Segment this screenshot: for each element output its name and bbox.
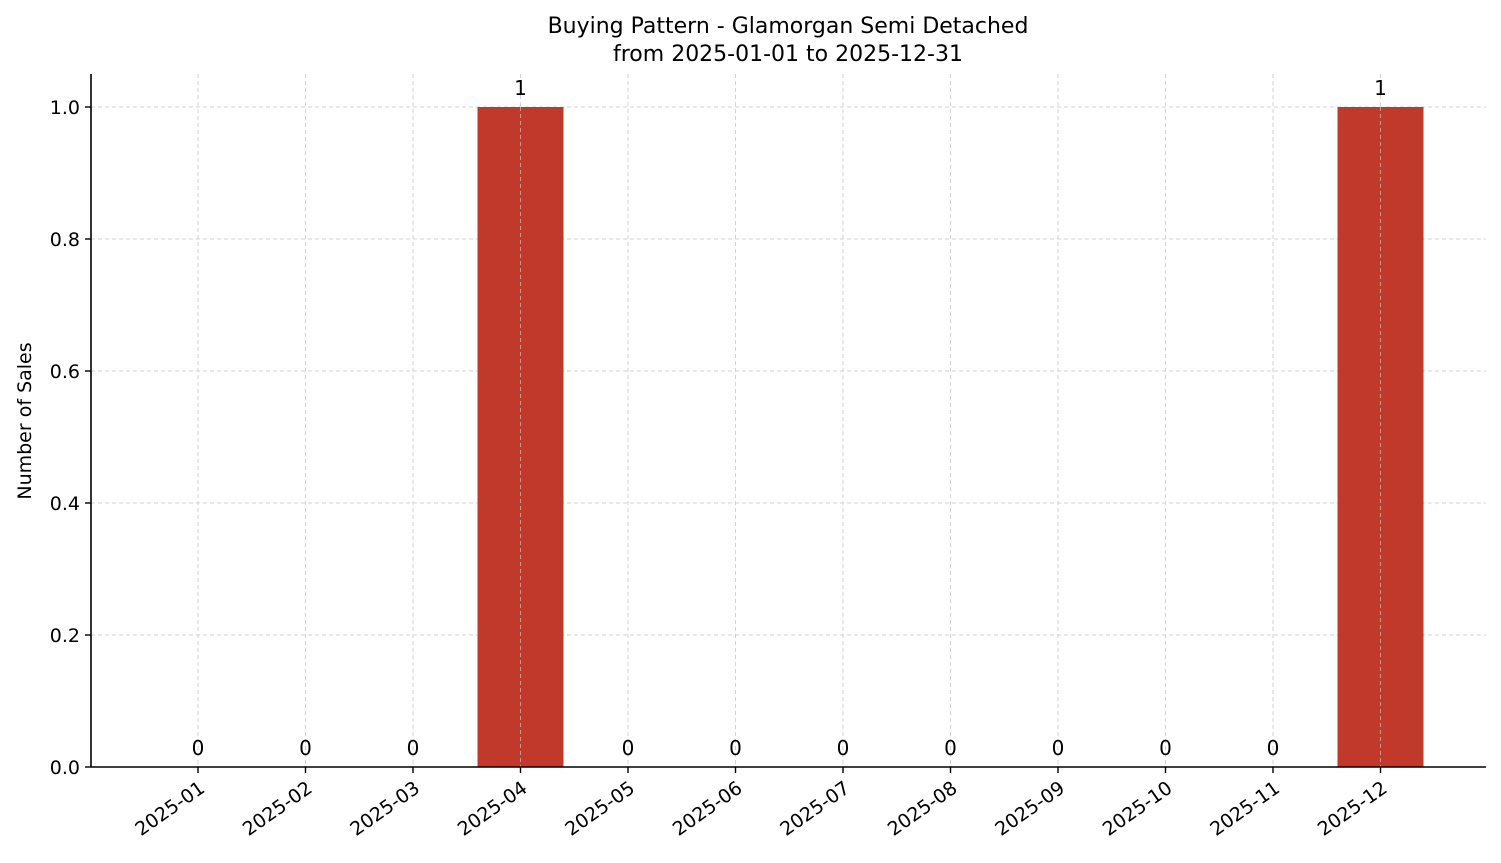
data-label: 1 — [1374, 76, 1387, 100]
data-label: 1 — [514, 76, 527, 100]
axes: 0.0 0.2 0.4 0.6 0.8 1.0 2025-01 2025-02 2025-03 2… — [50, 74, 1486, 841]
data-label: 0 — [622, 736, 635, 760]
data-labels: 0 0 0 1 0 0 0 0 0 0 0 1 — [192, 76, 1387, 760]
data-label: 0 — [837, 736, 850, 760]
chart-subtitle: from 2025-01-01 to 2025-12-31 — [613, 42, 963, 67]
data-label: 0 — [1052, 736, 1065, 760]
x-tick-label: 2025-05 — [561, 777, 639, 841]
chart-title: Buying Pattern - Glamorgan Semi Detached — [548, 14, 1029, 39]
x-tick-label: 2025-12 — [1314, 777, 1392, 841]
y-tick-label: 1.0 — [50, 97, 80, 119]
data-label: 0 — [1159, 736, 1172, 760]
x-tick-label: 2025-04 — [454, 777, 532, 841]
data-label: 0 — [1267, 736, 1280, 760]
data-label: 0 — [944, 736, 957, 760]
y-tick-label: 0.2 — [50, 625, 80, 647]
x-tick-label: 2025-06 — [669, 777, 747, 841]
bars — [477, 107, 1424, 767]
y-axis-label: Number of Sales — [14, 342, 36, 499]
y-tick-label: 0.0 — [50, 757, 80, 779]
data-label: 0 — [407, 736, 420, 760]
x-tick-label: 2025-03 — [346, 777, 424, 841]
y-tick-label: 0.8 — [50, 229, 80, 251]
x-tick-label: 2025-08 — [884, 777, 962, 841]
x-tick-label: 2025-07 — [776, 777, 854, 841]
data-label: 0 — [299, 736, 312, 760]
x-tick-label: 2025-02 — [239, 777, 317, 841]
y-tick-label: 0.6 — [50, 361, 80, 383]
y-tick-label: 0.4 — [50, 493, 80, 515]
grid — [91, 74, 1486, 767]
x-tick-label: 2025-01 — [131, 777, 209, 841]
data-label: 0 — [192, 736, 205, 760]
x-tick-label: 2025-11 — [1206, 777, 1284, 841]
x-tick-label: 2025-09 — [991, 777, 1069, 841]
x-tick-label: 2025-10 — [1099, 777, 1177, 841]
data-label: 0 — [729, 736, 742, 760]
